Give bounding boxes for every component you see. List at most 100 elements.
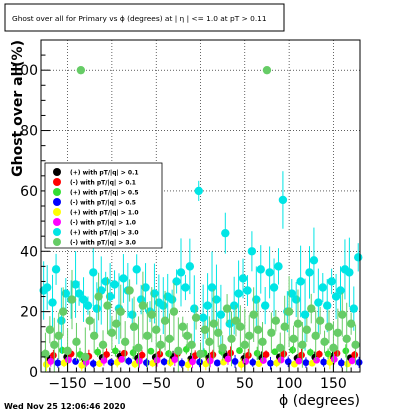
data-point xyxy=(94,348,102,356)
data-point xyxy=(112,347,119,355)
data-point xyxy=(292,295,301,304)
data-point xyxy=(247,247,257,256)
data-point xyxy=(260,301,270,310)
data-point xyxy=(67,295,77,304)
data-point xyxy=(302,325,312,334)
data-point xyxy=(94,292,103,301)
data-point xyxy=(234,289,243,298)
data-point xyxy=(203,301,212,310)
data-point xyxy=(222,304,232,313)
legend-marker xyxy=(53,218,61,226)
data-point xyxy=(181,283,190,292)
legend-label: (+) with pT/|q| > 0.5 xyxy=(70,189,139,196)
data-point xyxy=(284,307,294,316)
legend-label: (+) with pT/|q| > 0.1 xyxy=(70,169,139,176)
data-point xyxy=(289,346,297,354)
x-tick-label: 50 xyxy=(236,376,254,392)
data-point xyxy=(253,349,261,357)
data-point xyxy=(245,331,254,340)
x-tick-label: −100 xyxy=(93,376,131,392)
data-point xyxy=(256,265,265,274)
data-point xyxy=(205,337,214,347)
data-point xyxy=(45,325,55,334)
data-point xyxy=(107,358,115,366)
data-point xyxy=(183,331,192,340)
data-point xyxy=(165,350,173,357)
data-point xyxy=(311,331,320,340)
data-point xyxy=(274,262,283,271)
data-point xyxy=(218,343,227,353)
data-point xyxy=(190,304,199,313)
x-tick-label: −150 xyxy=(48,376,86,392)
data-point xyxy=(336,286,345,295)
data-point xyxy=(224,355,232,363)
data-point xyxy=(324,322,334,331)
data-point xyxy=(351,351,359,359)
data-point xyxy=(172,277,181,286)
data-point xyxy=(342,334,351,343)
data-point xyxy=(143,331,152,340)
data-point xyxy=(242,358,250,365)
data-point xyxy=(125,357,133,365)
data-point xyxy=(206,357,214,365)
chart-title: Ghost over all for Primary vs ϕ (degrees… xyxy=(12,14,267,23)
data-point xyxy=(138,351,146,359)
data-point xyxy=(200,325,210,334)
legend-marker xyxy=(53,238,61,246)
data-point xyxy=(178,322,187,331)
data-point xyxy=(50,352,57,359)
x-axis-title: ϕ (degrees) xyxy=(279,393,360,409)
y-axis-title: Ghost over all(%) xyxy=(10,40,26,177)
data-point xyxy=(207,283,217,292)
data-point xyxy=(298,340,307,350)
data-point xyxy=(293,319,303,328)
data-point xyxy=(54,331,63,340)
data-point xyxy=(249,310,258,319)
data-point xyxy=(238,274,248,283)
data-point xyxy=(244,352,252,359)
series-3 xyxy=(54,354,363,370)
data-point xyxy=(258,337,267,347)
data-point xyxy=(129,322,139,331)
y-tick-label: 40 xyxy=(20,244,38,260)
data-point xyxy=(262,351,270,358)
data-point xyxy=(147,310,156,319)
data-point xyxy=(160,358,168,366)
data-point xyxy=(128,310,137,319)
data-point xyxy=(135,357,143,365)
data-point xyxy=(287,289,296,298)
legend-marker xyxy=(53,198,61,206)
data-point xyxy=(48,298,57,307)
data-point xyxy=(72,358,79,365)
data-point xyxy=(105,292,115,301)
data-point xyxy=(302,359,310,367)
y-tick-label: 80 xyxy=(20,124,38,140)
data-point xyxy=(71,280,80,289)
data-point xyxy=(76,65,86,75)
data-point xyxy=(132,265,141,274)
data-point xyxy=(98,340,108,350)
data-point xyxy=(330,355,338,363)
data-point xyxy=(196,358,204,366)
data-point xyxy=(89,360,97,367)
timestamp: Wed Nov 25 12:06:46 2020 xyxy=(4,402,126,411)
data-point xyxy=(119,274,128,283)
data-point xyxy=(74,289,84,298)
y-tick-label: 100 xyxy=(11,63,38,79)
x-tick-label: 150 xyxy=(320,376,347,392)
data-point xyxy=(209,319,218,328)
data-point xyxy=(138,301,148,310)
x-tick-label: −50 xyxy=(141,376,171,392)
data-point xyxy=(243,286,252,295)
data-point xyxy=(236,347,243,354)
series-6 xyxy=(39,171,363,354)
x-tick-label: 0 xyxy=(196,376,205,392)
data-point xyxy=(51,265,61,274)
data-point xyxy=(306,348,314,356)
legend-label: (+) with pT/|q| > 1.0 xyxy=(70,209,139,216)
data-point xyxy=(47,358,55,365)
data-point xyxy=(333,328,343,337)
data-point xyxy=(65,356,72,364)
data-point xyxy=(349,304,358,313)
data-point xyxy=(327,277,336,286)
